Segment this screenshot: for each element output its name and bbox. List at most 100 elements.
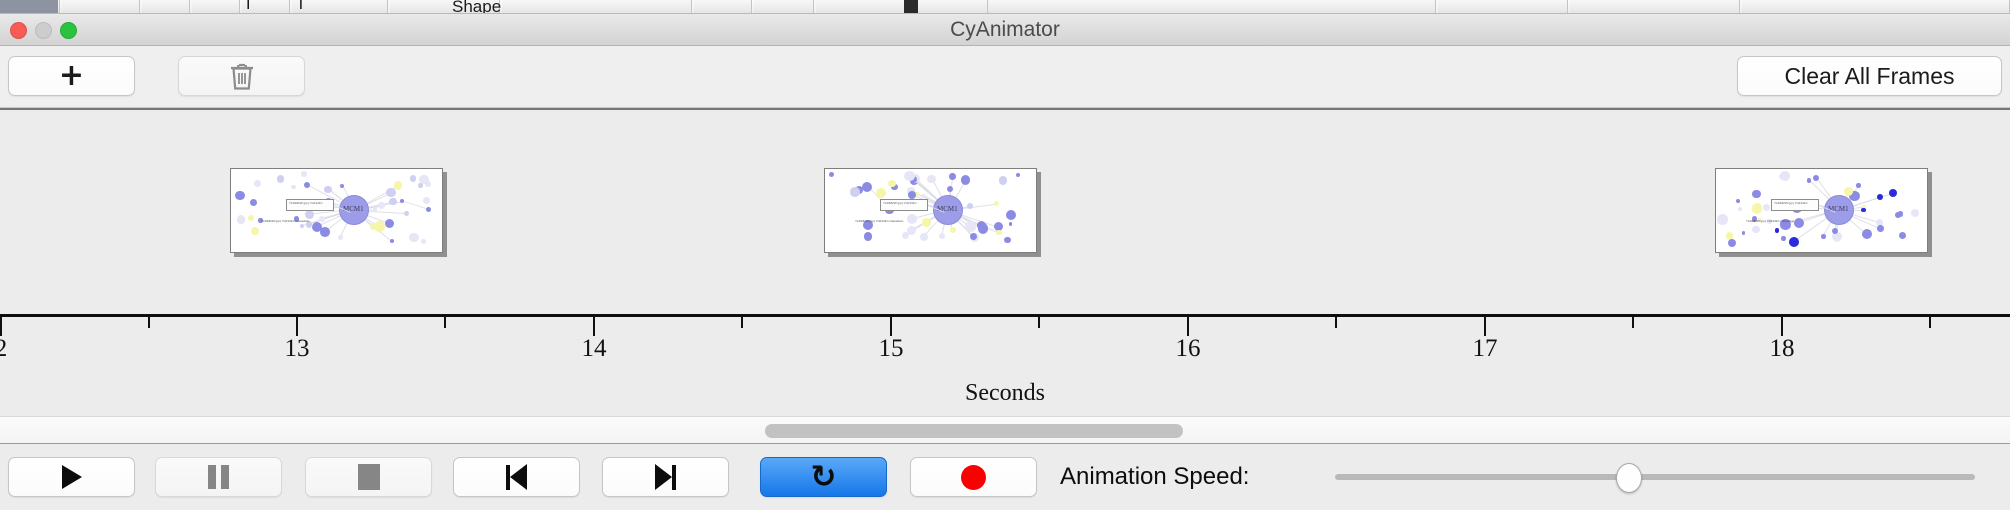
axis-tick-label-2: 2 (0, 335, 8, 362)
play-button[interactable] (8, 457, 135, 497)
traffic-light-group (10, 22, 77, 39)
graph-node (939, 232, 946, 239)
graph-node (946, 185, 953, 192)
graph-node (891, 183, 898, 190)
graph-node (1751, 216, 1758, 223)
axis-tick-0 (0, 317, 2, 336)
axis-tick-4 (593, 317, 595, 336)
graph-node (372, 207, 378, 212)
graph-node (1793, 218, 1805, 229)
graph-node (1876, 224, 1884, 232)
graph-node (1741, 231, 1746, 235)
slider-track (1335, 474, 1975, 480)
graph-hub-label: MCM1 (1828, 205, 1849, 213)
horizontal-scrollbar[interactable] (0, 416, 2010, 444)
frames-track[interactable]: MCM1 YLR182W (pp) YLR131C YLR182W (pp) YLR… (0, 110, 2010, 314)
graph-node (1762, 203, 1771, 212)
graph-node (293, 216, 300, 222)
bg-cell-12 (1570, 0, 1740, 13)
graph-node (399, 199, 404, 204)
graph-node (906, 214, 917, 225)
maximize-button[interactable] (60, 22, 77, 39)
graph-node (1735, 198, 1741, 203)
axis-tick-11 (1632, 317, 1634, 328)
axis-title-seconds: Seconds (965, 380, 1045, 406)
graph-node (907, 187, 915, 195)
play-icon (61, 465, 82, 489)
frame-thumbnail-3[interactable]: MCM1 YLR182W (pp) YLR131C YLR182W (pp) YLR… (1715, 168, 1928, 253)
graph-node (1844, 187, 1854, 197)
graph-node (919, 233, 928, 242)
skip-forward-icon (655, 464, 676, 490)
axis-tick-label-15: 15 (878, 335, 904, 362)
graph-node (949, 227, 957, 234)
background-window-strip: Shape I T (0, 0, 2010, 14)
minimize-button[interactable] (35, 22, 52, 39)
graph-node (1752, 225, 1760, 234)
graph-node (1005, 210, 1016, 221)
record-button[interactable] (910, 457, 1037, 497)
graph-node (1861, 228, 1873, 239)
graph-node (421, 239, 427, 245)
graph-node (1876, 193, 1883, 200)
graph-node (901, 232, 909, 239)
graph-node (1725, 231, 1734, 240)
network-graph: MCM1 YLR182W (pp) YLR131C YLR182W (pp) YLR… (825, 169, 1036, 252)
window-title: CyAnimator (950, 18, 1060, 41)
axis-tick-9 (1335, 317, 1337, 328)
slider-thumb[interactable] (1616, 463, 1643, 493)
graph-node (1832, 228, 1839, 235)
graph-node (1008, 222, 1013, 226)
graph-hub-label: MCM1 (937, 205, 958, 213)
animation-speed-label: Animation Speed: (1060, 463, 1250, 490)
stop-button[interactable] (305, 457, 432, 497)
bg-cell-6 (390, 0, 500, 13)
graph-node (426, 207, 431, 213)
pause-button[interactable] (155, 457, 282, 497)
bg-window-text: Shape (452, 0, 502, 14)
graph-node (969, 232, 978, 241)
graph-node (300, 171, 307, 178)
graph-node (1766, 218, 1772, 225)
add-frame-button[interactable]: + (8, 56, 135, 96)
graph-node (1004, 236, 1011, 244)
graph-node (863, 219, 874, 230)
stop-icon (357, 464, 380, 490)
graph-node (319, 216, 325, 222)
loop-button[interactable]: ↻ (760, 457, 887, 497)
timeline-panel[interactable]: MCM1 YLR182W (pp) YLR131C YLR182W (pp) YLR… (0, 108, 2010, 416)
graph-node (1861, 207, 1866, 213)
graph-tooltip: YLR182W (pp) YLR131C (1771, 199, 1819, 211)
graph-node (888, 179, 896, 188)
graph-node (409, 175, 417, 182)
graph-node (424, 181, 431, 188)
graph-node (921, 193, 926, 198)
clear-all-frames-button[interactable]: Clear All Frames (1737, 56, 2002, 96)
horizontal-scrollbar-thumb[interactable] (765, 424, 1183, 438)
axis-tick-label-13: 13 (284, 335, 310, 362)
graph-node (235, 190, 246, 201)
axis-tick-label-16: 16 (1175, 335, 1201, 362)
window-titlebar: CyAnimator (0, 14, 2010, 46)
frame-thumbnail-2[interactable]: MCM1 YLR182W (pp) YLR131C YLR182W (pp) YLR… (824, 168, 1037, 253)
graph-node (319, 227, 330, 238)
frame-thumbnail-1[interactable]: MCM1 YLR182W (pp) YLR131C YLR182W (pp) YLR… (230, 168, 443, 253)
delete-frame-button[interactable] (178, 56, 305, 96)
graph-node (861, 181, 873, 192)
skip-forward-button[interactable] (602, 457, 729, 497)
graph-node (304, 182, 311, 189)
axis-tick-13 (1929, 317, 1931, 328)
axis-tick-8 (1187, 317, 1189, 336)
close-button[interactable] (10, 22, 27, 39)
graph-node (828, 171, 834, 177)
bg-cell-4 (242, 0, 290, 13)
graph-node (1849, 190, 1860, 201)
skip-back-button[interactable] (453, 457, 580, 497)
bg-cell-3 (192, 0, 240, 13)
graph-caption: YLR182W (pp) YLR131C interaction (855, 219, 904, 223)
graph-caption: YLR182W (pp) YLR131C interaction (261, 219, 310, 223)
bg-titlebar-dark (0, 0, 58, 13)
animation-speed-slider[interactable] (1335, 457, 1975, 497)
playback-control-bar: ↻ Animation Speed: (0, 444, 2010, 510)
bg-glyph-b: T (296, 0, 306, 13)
